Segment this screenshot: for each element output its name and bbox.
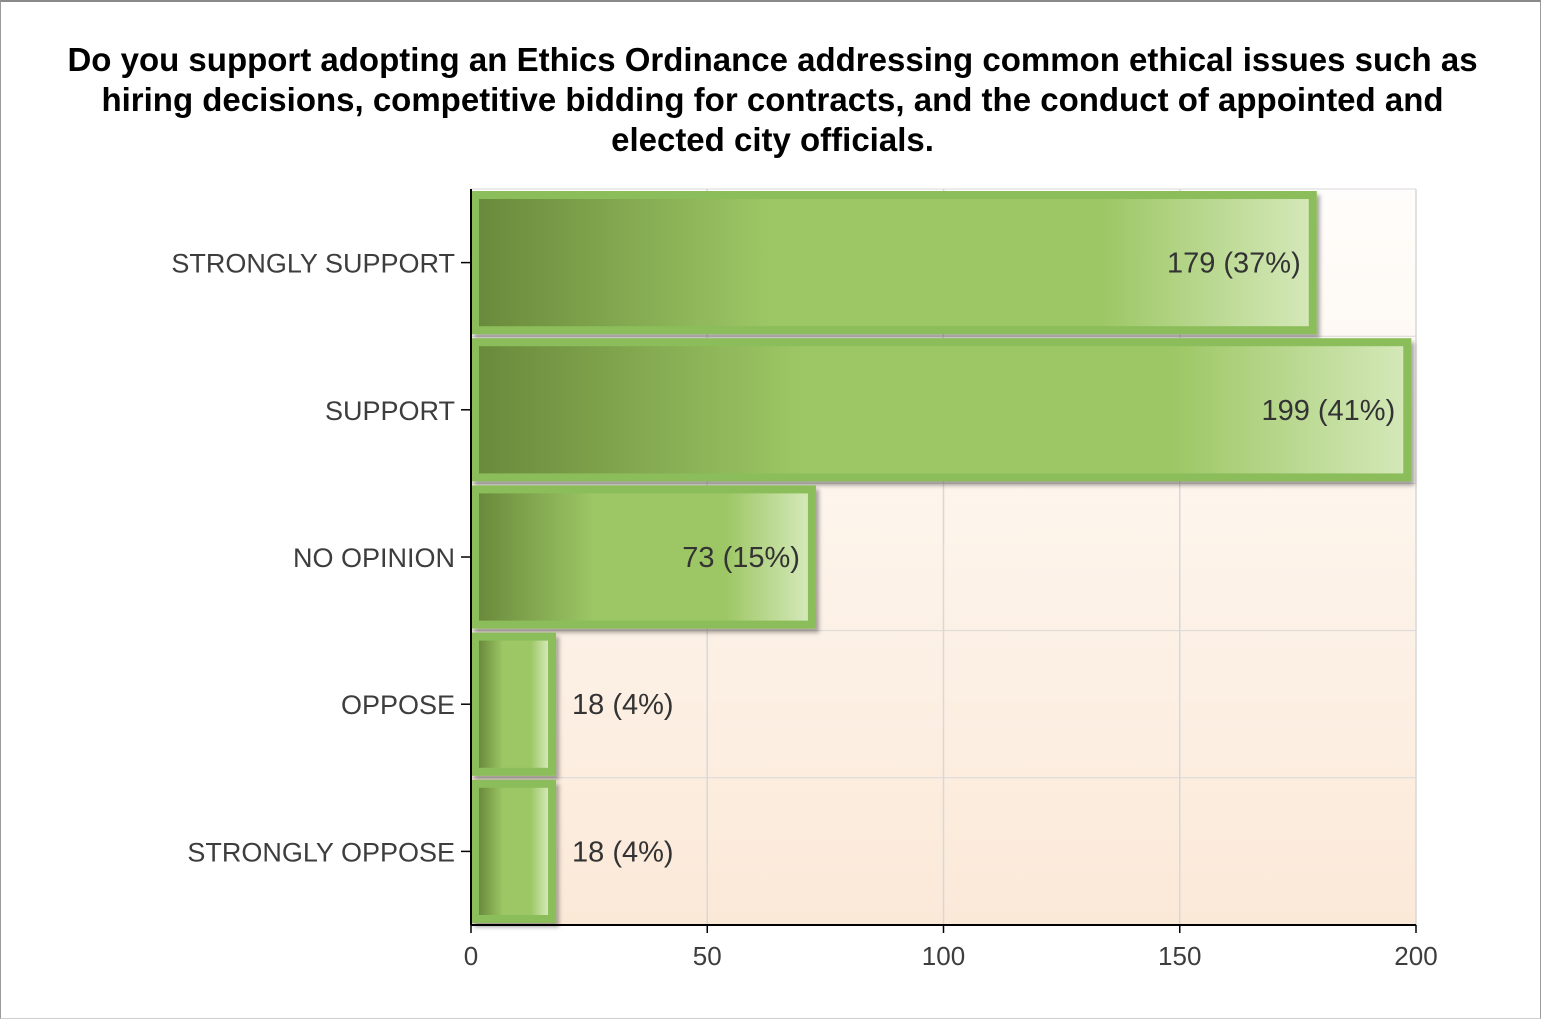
- x-tick-labels: 0 50 100 150 200: [464, 941, 1438, 971]
- bar-fill: [479, 787, 549, 915]
- bar: [471, 191, 1317, 335]
- x-tick-label: 150: [1158, 941, 1201, 971]
- bar-fill: [479, 640, 549, 768]
- x-tick-label: 200: [1394, 941, 1437, 971]
- bar: [471, 338, 1412, 482]
- bar-fill: [479, 346, 1404, 474]
- chart-title: Do you support adopting an Ethics Ordina…: [67, 41, 1478, 158]
- y-tick-label: OPPOSE: [341, 690, 455, 720]
- data-label: 179 (37%): [1167, 248, 1301, 280]
- bar: [471, 485, 816, 629]
- bar: [471, 632, 557, 776]
- x-tick-label: 0: [464, 941, 478, 971]
- data-label: 18 (4%): [572, 836, 674, 868]
- bar-fill: [479, 199, 1309, 327]
- y-tick-label: STRONGLY OPPOSE: [187, 837, 455, 867]
- bar: [471, 779, 557, 923]
- y-tick-labels: STRONGLY SUPPORT SUPPORT NO OPINION OPPOSE S…: [171, 249, 471, 867]
- data-label: 18 (4%): [572, 689, 674, 721]
- x-tick-label: 100: [922, 941, 965, 971]
- bars: [471, 191, 1412, 923]
- data-label: 73 (15%): [682, 542, 800, 574]
- data-labels: 179 (37%) 199 (41%) 73 (15%) 18 (4%) 18 (4%): [572, 248, 1395, 869]
- y-tick-label: SUPPORT: [325, 396, 455, 426]
- x-tick-label: 50: [693, 941, 722, 971]
- y-tick-label: NO OPINION: [293, 543, 455, 573]
- y-tick-label: STRONGLY SUPPORT: [171, 249, 455, 279]
- data-label: 199 (41%): [1261, 395, 1395, 427]
- bar-fill: [479, 493, 808, 621]
